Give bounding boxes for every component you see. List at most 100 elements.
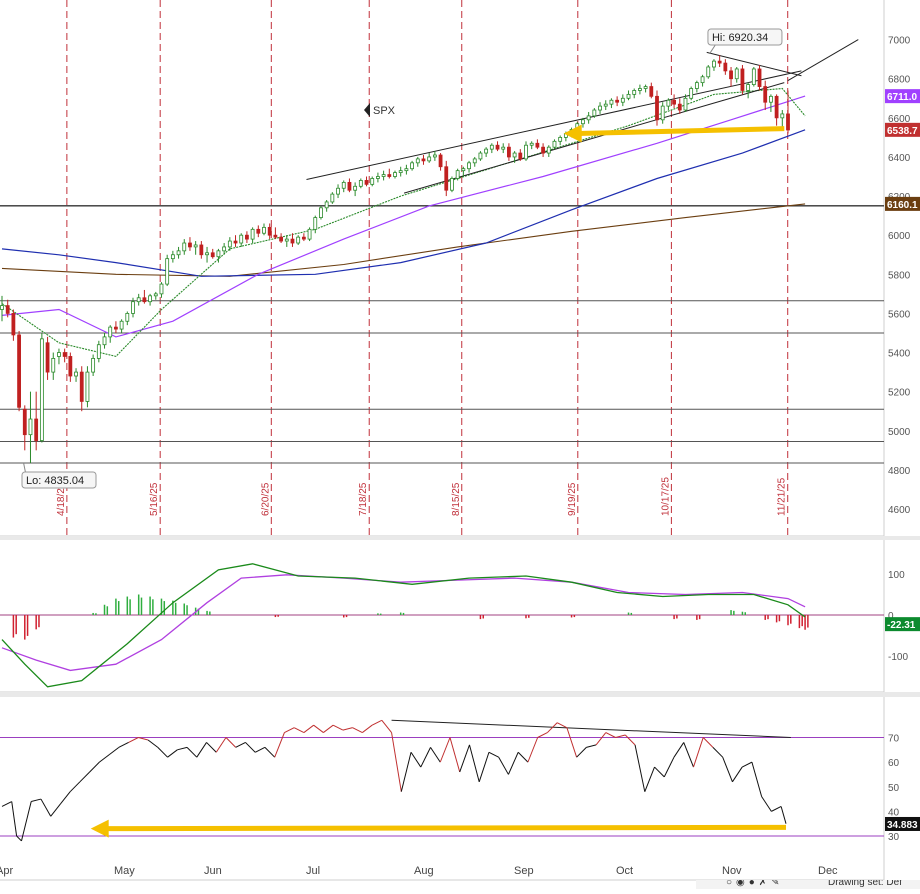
candle bbox=[74, 368, 78, 382]
candle bbox=[683, 94, 688, 112]
expiration-label: 9/19/25 bbox=[567, 482, 578, 516]
candle-body bbox=[495, 144, 500, 150]
candle-body bbox=[666, 99, 671, 107]
candle-body bbox=[501, 146, 506, 150]
candle bbox=[689, 86, 694, 101]
candle-body bbox=[404, 168, 409, 172]
toolbar-icons[interactable]: ○◉●✗✎ bbox=[726, 880, 784, 888]
candle bbox=[552, 139, 557, 150]
candle-body bbox=[108, 326, 113, 338]
candle-body bbox=[262, 226, 266, 234]
rsi-line-segment bbox=[439, 737, 451, 763]
candle bbox=[114, 321, 118, 333]
candle-body bbox=[28, 418, 33, 436]
price-tick-label: 5000 bbox=[888, 427, 911, 438]
candle-body bbox=[210, 252, 215, 258]
candle bbox=[11, 309, 16, 341]
candle bbox=[786, 90, 790, 134]
rsi-line-segment bbox=[673, 742, 685, 758]
candle bbox=[712, 59, 716, 71]
candle-body bbox=[119, 320, 124, 330]
rsi-line-segment bbox=[741, 761, 753, 768]
candle-body bbox=[620, 97, 625, 103]
price-tick-label: 5600 bbox=[888, 309, 911, 320]
candle-body bbox=[370, 178, 375, 185]
candle bbox=[17, 331, 21, 412]
drawing-set-label[interactable]: Drawing set: Def bbox=[828, 880, 902, 888]
ma-fast-line bbox=[1, 87, 806, 358]
candle bbox=[746, 82, 751, 99]
candle bbox=[489, 143, 494, 154]
month-label: Jun bbox=[204, 865, 222, 877]
rsi-arrow-shaft bbox=[104, 824, 787, 832]
macd-tag-label: -22.31 bbox=[887, 620, 916, 631]
candle bbox=[199, 241, 204, 259]
rsi-line-segment bbox=[722, 757, 733, 783]
candle-body bbox=[114, 326, 118, 330]
candle bbox=[677, 98, 682, 114]
candle bbox=[672, 94, 676, 109]
candle-body bbox=[79, 371, 84, 402]
month-label: May bbox=[114, 865, 135, 877]
candle-body bbox=[165, 258, 170, 285]
rsi-line-segment bbox=[118, 741, 129, 748]
rsi-line-segment bbox=[459, 744, 470, 773]
candle bbox=[284, 235, 289, 247]
expiration-label: 11/21/25 bbox=[777, 477, 788, 516]
candle-body bbox=[39, 338, 44, 441]
candle-body bbox=[250, 228, 255, 240]
price-tag-label: 6538.7 bbox=[887, 126, 918, 137]
candle-body bbox=[774, 95, 779, 119]
candle-body bbox=[592, 109, 597, 117]
candle bbox=[148, 293, 152, 306]
candle bbox=[245, 231, 249, 244]
candle bbox=[546, 145, 551, 157]
candle bbox=[410, 160, 414, 171]
rsi-line-segment bbox=[362, 724, 373, 733]
low-label-box bbox=[21, 471, 97, 489]
rsi-line-segment bbox=[1, 801, 12, 807]
candle bbox=[267, 223, 272, 240]
candle bbox=[57, 348, 61, 365]
candle-body bbox=[142, 297, 147, 303]
rsi-line-segment bbox=[644, 766, 655, 792]
candle bbox=[603, 100, 608, 111]
macd-tick-label: 100 bbox=[888, 570, 905, 581]
candle-body bbox=[125, 313, 130, 322]
candle-body bbox=[256, 228, 261, 234]
rsi-line-segment bbox=[254, 746, 266, 753]
candle bbox=[398, 166, 403, 177]
candle-body bbox=[609, 99, 614, 105]
candle-body bbox=[358, 180, 363, 187]
price-arrow-head bbox=[563, 124, 582, 143]
candle bbox=[96, 340, 101, 363]
candle bbox=[638, 84, 642, 95]
low-label: Lo: 4835.04 bbox=[26, 475, 84, 487]
candle bbox=[125, 311, 130, 326]
candle bbox=[450, 176, 454, 193]
rsi-line-segment bbox=[468, 744, 480, 782]
candle bbox=[347, 178, 352, 193]
candle bbox=[717, 55, 722, 67]
rsi-line-segment bbox=[371, 719, 383, 726]
rsi-line-segment bbox=[507, 752, 519, 775]
candle-body bbox=[626, 93, 631, 99]
expiration-label: 6/20/25 bbox=[260, 482, 271, 516]
candle-body bbox=[176, 250, 181, 256]
candle bbox=[774, 94, 779, 126]
rsi-line-segment bbox=[732, 766, 743, 783]
candle-body bbox=[233, 240, 238, 244]
candle-body bbox=[347, 181, 352, 191]
candle-body bbox=[307, 228, 312, 240]
candle bbox=[769, 94, 773, 112]
rsi-line-segment bbox=[537, 732, 548, 738]
candle-body bbox=[552, 140, 557, 148]
month-label: Jul bbox=[306, 865, 320, 877]
candle-body bbox=[296, 236, 301, 244]
candle bbox=[108, 325, 113, 343]
channel-extension-line bbox=[787, 39, 859, 82]
candle-body bbox=[153, 293, 158, 297]
candle bbox=[535, 139, 540, 150]
month-label: Nov bbox=[722, 865, 742, 877]
